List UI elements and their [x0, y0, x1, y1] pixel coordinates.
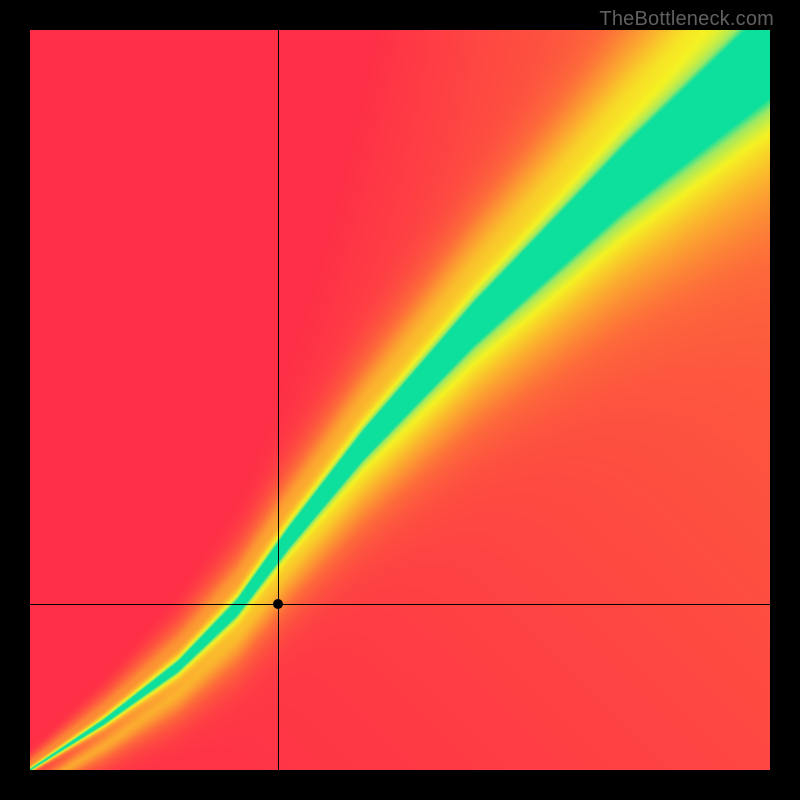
- crosshair-horizontal: [30, 604, 770, 605]
- heatmap-plot: [30, 30, 770, 770]
- chart-container: TheBottleneck.com: [0, 0, 800, 800]
- heatmap-canvas: [30, 30, 770, 770]
- watermark-text: TheBottleneck.com: [599, 8, 774, 31]
- crosshair-marker: [273, 599, 283, 609]
- crosshair-vertical: [278, 30, 279, 770]
